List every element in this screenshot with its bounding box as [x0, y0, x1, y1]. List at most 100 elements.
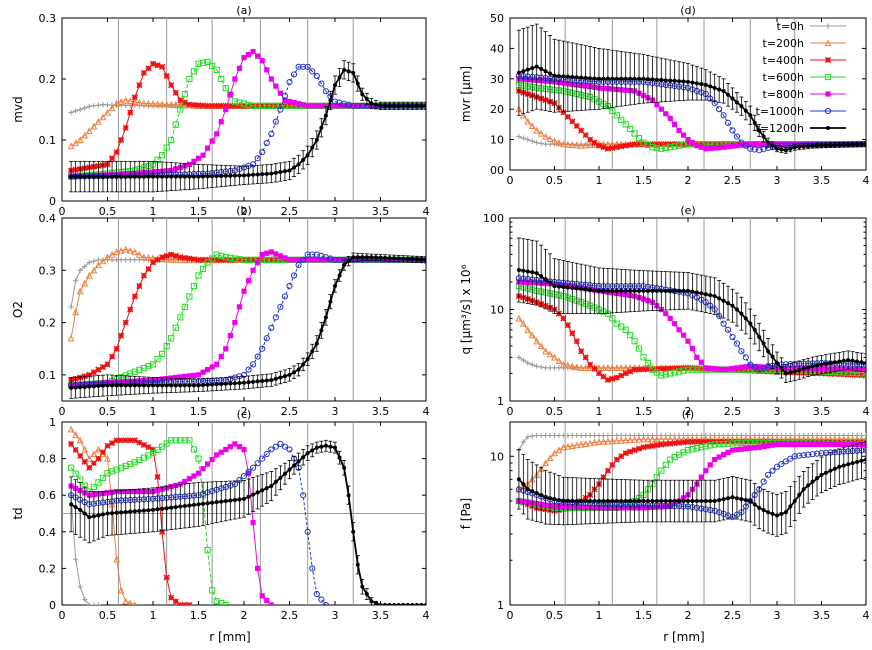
panel-a: 0 0.5 1 1.5 2 2.5 3 3.5 4 0 0.1 0.2 0.3 (a) mvd [11, 4, 430, 218]
data-point [141, 174, 146, 179]
data-point [756, 147, 763, 154]
data-point [858, 372, 865, 379]
data-point [118, 464, 125, 471]
data-point [119, 510, 124, 515]
data-point [613, 144, 620, 151]
data-point [313, 72, 320, 80]
data-point [182, 373, 188, 380]
data-point [232, 497, 237, 502]
data-point [119, 174, 124, 179]
y-tick-label: 40 [490, 42, 504, 55]
data-point [264, 250, 270, 256]
data-point [537, 342, 545, 350]
data-point [69, 385, 74, 390]
y-axis-label: O2 [11, 301, 25, 318]
x-tick-label: 0.5 [546, 405, 564, 418]
data-point [734, 307, 739, 312]
data-point [601, 76, 606, 81]
y-tick-label: 00 [490, 164, 504, 177]
data-point [770, 354, 775, 359]
data-point [136, 366, 143, 373]
data-point [787, 438, 794, 445]
data-point [122, 437, 129, 444]
data-point [424, 257, 426, 262]
data-point [242, 380, 246, 385]
data-point [199, 102, 207, 109]
data-point [792, 369, 797, 374]
data-point [245, 102, 252, 109]
data-point [806, 144, 811, 149]
data-point [263, 335, 270, 342]
data-point [752, 327, 757, 332]
data-point [132, 383, 137, 388]
data-point [819, 362, 824, 367]
data-point [255, 379, 260, 384]
data-point [618, 143, 625, 150]
data-point [782, 438, 789, 445]
data-point [515, 314, 523, 322]
data-point [90, 460, 97, 467]
data-point [250, 102, 257, 109]
data-point [214, 361, 220, 367]
data-point [210, 382, 215, 387]
data-point [689, 364, 696, 372]
data-point [191, 502, 196, 507]
data-point [163, 144, 170, 151]
data-point [609, 315, 616, 322]
data-point [761, 364, 767, 370]
data-point [721, 88, 726, 93]
data-point [264, 67, 270, 73]
data-point [100, 383, 105, 388]
data-point [529, 433, 535, 439]
series-group [515, 432, 866, 537]
data-point [743, 498, 748, 503]
data-point [810, 364, 815, 369]
data-point [556, 284, 561, 289]
data-point [213, 598, 220, 605]
data-point [259, 252, 265, 258]
data-point [281, 92, 289, 99]
data-point [734, 143, 740, 149]
x-tick-label: 1.5 [635, 405, 653, 418]
data-point [145, 65, 152, 72]
data-point [534, 432, 540, 439]
data-point [191, 383, 196, 388]
data-point [200, 369, 206, 375]
data-point [583, 432, 589, 439]
data-point [254, 353, 261, 360]
data-point [854, 371, 861, 379]
data-point [613, 437, 621, 444]
legend-label: t=1200h [756, 122, 805, 135]
data-point [560, 315, 567, 322]
data-point [815, 363, 820, 368]
data-point [543, 141, 549, 147]
data-point [81, 279, 89, 287]
data-point [583, 499, 588, 504]
data-point [578, 348, 585, 355]
data-point [546, 454, 554, 462]
data-point [251, 379, 256, 384]
data-point [600, 437, 607, 445]
data-point [169, 174, 174, 179]
data-point [632, 76, 637, 81]
data-point [209, 587, 216, 594]
data-point [87, 174, 92, 179]
data-point [231, 255, 239, 262]
data-point [650, 499, 655, 504]
data-point [716, 366, 722, 372]
data-point [797, 368, 802, 373]
data-point [291, 99, 297, 106]
y-tick-label: 30 [490, 73, 504, 86]
data-point [850, 461, 855, 466]
y-tick-label: 10 [490, 134, 504, 147]
data-point [693, 445, 700, 452]
series-group [67, 425, 426, 605]
data-point [72, 446, 79, 454]
data-point [91, 103, 97, 109]
data-point [738, 438, 745, 445]
data-point [328, 98, 333, 103]
data-point [91, 384, 96, 389]
data-point [551, 432, 558, 439]
data-point [355, 103, 361, 109]
data-point [828, 468, 833, 473]
